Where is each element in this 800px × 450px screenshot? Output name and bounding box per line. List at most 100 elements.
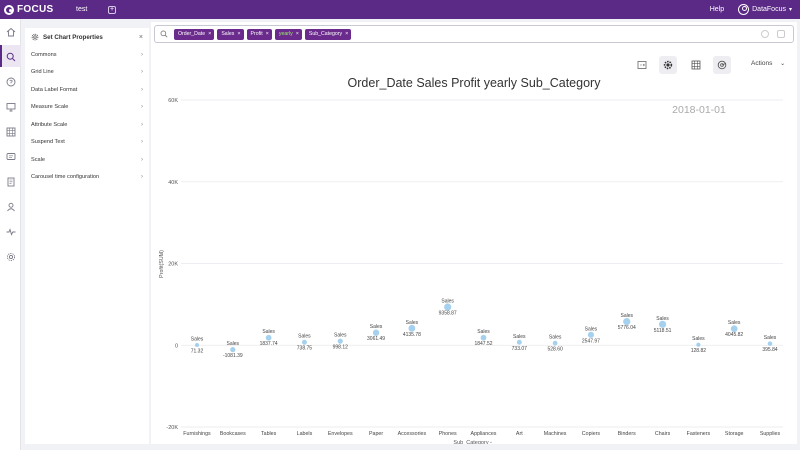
point-series-label: Sales: [477, 329, 490, 335]
prop-item-label: Data Label Format: [31, 86, 78, 93]
data-point: [623, 318, 631, 326]
data-point: [658, 320, 667, 328]
message-icon[interactable]: [5, 151, 16, 162]
prop-item-commons[interactable]: Commons ›: [25, 46, 149, 64]
chart-type-icon: [717, 60, 727, 70]
data-label: 733.07: [512, 346, 528, 352]
point-series-label: Sales: [764, 335, 777, 341]
y-axis-chevron-icon: ⌄: [159, 251, 165, 255]
home-icon[interactable]: [5, 26, 16, 37]
point-series-label: Sales: [298, 334, 311, 340]
prop-item-label: Grid Line: [31, 69, 54, 76]
chevron-down-icon[interactable]: ▾: [788, 7, 792, 13]
data-point: [587, 331, 594, 338]
data-point: [194, 342, 200, 347]
logo-text: FOCUS: [17, 4, 54, 15]
search-token-label: yearly: [278, 31, 293, 37]
user-name[interactable]: DataFocus: [752, 6, 786, 13]
add-tab-button[interactable]: +: [108, 5, 116, 14]
y-tick-label: -20K: [166, 425, 178, 431]
search-bar[interactable]: Order_Date × Sales × Profit × yearly × Sub_Categ…: [154, 25, 794, 43]
actions-dropdown[interactable]: Actions ⌄: [751, 60, 785, 67]
document-icon[interactable]: [5, 176, 16, 187]
main-panel: Order_Date × Sales × Profit × yearly × Sub_Categ…: [151, 22, 797, 444]
x-tick-label: Envelopes: [328, 431, 353, 437]
chevron-right-icon: ›: [141, 156, 143, 163]
actions-label: Actions: [751, 60, 773, 67]
x-tick-label: Copiers: [582, 431, 601, 437]
data-point: [408, 324, 416, 332]
chevron-right-icon: ›: [141, 104, 143, 111]
help-link[interactable]: Help: [709, 6, 725, 13]
remove-token-icon[interactable]: ×: [345, 31, 349, 37]
search-token[interactable]: Profit ×: [246, 28, 272, 40]
x-tick-label: Machines: [544, 431, 567, 437]
x-tick-label: Appliances: [471, 431, 497, 437]
data-point: [696, 342, 701, 347]
table-icon: [691, 60, 701, 70]
app-logo[interactable]: FOCUS: [4, 4, 68, 15]
gear-icon: [31, 33, 39, 41]
remove-token-icon[interactable]: ×: [295, 31, 299, 37]
person-icon[interactable]: [5, 201, 16, 212]
table-view-button[interactable]: [687, 56, 705, 74]
x-tick-label: Fasteners: [687, 431, 711, 437]
data-label: 1847.52: [474, 341, 492, 347]
search-token[interactable]: yearly ×: [274, 28, 302, 40]
chart-settings-button[interactable]: [659, 56, 677, 74]
point-series-label: Sales: [370, 324, 383, 330]
data-label: 71.32: [191, 348, 204, 354]
prop-item-measure-scale[interactable]: Measure Scale ›: [25, 99, 149, 117]
chart-type-button[interactable]: [713, 56, 731, 74]
x-tick-label: Binders: [618, 431, 636, 437]
search-token-label: Order_Date: [178, 31, 206, 37]
point-series-label: Sales: [728, 320, 741, 326]
search-option-icon[interactable]: [761, 30, 769, 38]
search-token-label: Profit: [250, 31, 263, 37]
data-label: 3061.49: [367, 336, 385, 342]
tab-test[interactable]: test: [76, 6, 88, 13]
search-token[interactable]: Order_Date ×: [174, 28, 215, 40]
chevron-down-icon: ⌄: [780, 61, 786, 67]
data-point: [552, 340, 558, 346]
close-icon[interactable]: ×: [138, 33, 143, 41]
formula-button[interactable]: [633, 56, 651, 74]
chevron-right-icon: ›: [141, 51, 143, 58]
data-label: 998.12: [333, 345, 349, 351]
prop-item-data-label-format[interactable]: Data Label Format ›: [25, 81, 149, 99]
prop-item-label: Commons: [31, 51, 57, 58]
prop-item-scale[interactable]: Scale ›: [25, 151, 149, 169]
chevron-right-icon: ›: [141, 174, 143, 181]
data-label: 5776.04: [618, 325, 636, 331]
x-tick-label: Art: [516, 431, 523, 437]
remove-token-icon[interactable]: ×: [208, 31, 212, 37]
user-avatar-icon[interactable]: [738, 4, 750, 15]
data-point: [730, 325, 738, 333]
data-label: 395.84: [762, 347, 778, 353]
search-token[interactable]: Sales ×: [217, 28, 244, 40]
data-label: 738.75: [297, 346, 313, 352]
monitor-icon[interactable]: [5, 101, 16, 112]
data-label: 1837.74: [260, 341, 278, 347]
prop-item-attribute-scale[interactable]: Attribute Scale ›: [25, 116, 149, 134]
search-clear-icon[interactable]: [777, 30, 785, 38]
x-tick-label: Bookcases: [220, 431, 246, 437]
search-icon[interactable]: [5, 51, 16, 62]
data-label: 528.60: [547, 347, 563, 353]
prop-item-grid-line[interactable]: Grid Line ›: [25, 64, 149, 82]
pulse-icon[interactable]: [5, 226, 16, 237]
timestamp-label: 2018-01-01: [672, 104, 726, 116]
data-point: [230, 347, 236, 353]
remove-token-icon[interactable]: ×: [265, 31, 269, 37]
settings-icon[interactable]: [5, 251, 16, 262]
table-icon[interactable]: [5, 126, 16, 137]
x-tick-label: Storage: [725, 431, 744, 437]
question-icon[interactable]: [5, 76, 16, 87]
y-tick-label: 40K: [168, 180, 178, 186]
prop-item-carousel-time-configuration[interactable]: Carousel time configuration ›: [25, 169, 149, 187]
prop-item-suspend-text[interactable]: Suspend Text ›: [25, 134, 149, 152]
point-series-label: Sales: [692, 336, 705, 342]
remove-token-icon[interactable]: ×: [237, 31, 241, 37]
search-token[interactable]: Sub_Category ×: [304, 28, 352, 40]
active-nav-highlight: [0, 45, 21, 67]
